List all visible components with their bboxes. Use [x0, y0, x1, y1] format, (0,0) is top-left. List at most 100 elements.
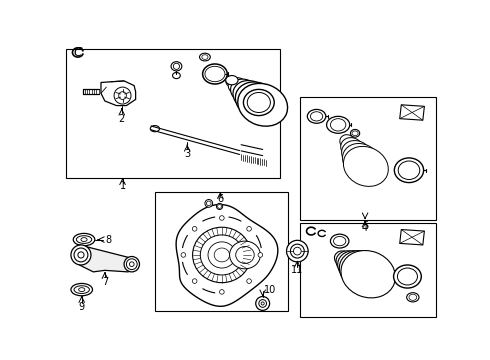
Circle shape [181, 253, 186, 257]
Text: 4: 4 [362, 223, 368, 233]
Ellipse shape [208, 242, 236, 268]
Circle shape [220, 289, 224, 294]
Ellipse shape [335, 251, 353, 267]
Circle shape [261, 302, 264, 305]
Ellipse shape [200, 235, 244, 275]
Ellipse shape [330, 234, 349, 248]
Text: 3: 3 [184, 149, 190, 159]
Ellipse shape [150, 126, 160, 132]
Text: 6: 6 [217, 194, 223, 204]
Circle shape [193, 279, 197, 283]
Text: 5: 5 [362, 221, 368, 231]
Text: 11: 11 [291, 265, 303, 275]
Circle shape [129, 262, 134, 266]
Ellipse shape [394, 158, 423, 183]
Ellipse shape [76, 236, 92, 243]
Circle shape [114, 87, 131, 104]
Ellipse shape [343, 147, 388, 186]
Polygon shape [76, 245, 138, 272]
Bar [300, 97, 436, 220]
Ellipse shape [229, 241, 260, 269]
Ellipse shape [334, 237, 346, 246]
Ellipse shape [73, 233, 95, 246]
Ellipse shape [409, 294, 416, 300]
Circle shape [71, 245, 91, 265]
Circle shape [256, 297, 270, 310]
Ellipse shape [338, 251, 374, 282]
Text: 2: 2 [119, 114, 125, 123]
Ellipse shape [341, 138, 363, 158]
Ellipse shape [326, 116, 350, 133]
Circle shape [259, 300, 267, 307]
Text: 9: 9 [79, 302, 85, 312]
Ellipse shape [339, 251, 385, 290]
Polygon shape [400, 230, 424, 245]
Ellipse shape [228, 78, 248, 95]
Ellipse shape [71, 283, 93, 296]
Ellipse shape [74, 286, 89, 293]
Circle shape [119, 92, 126, 99]
Ellipse shape [311, 112, 323, 121]
Circle shape [294, 247, 301, 255]
Circle shape [247, 226, 251, 231]
Circle shape [217, 203, 222, 210]
Ellipse shape [236, 247, 254, 264]
Ellipse shape [226, 76, 238, 87]
Circle shape [287, 240, 308, 262]
Text: 1: 1 [120, 181, 125, 192]
Ellipse shape [247, 93, 270, 112]
Ellipse shape [330, 119, 346, 131]
Bar [300, 222, 436, 316]
Ellipse shape [398, 161, 420, 180]
Text: C: C [74, 46, 82, 59]
Ellipse shape [171, 62, 182, 71]
Ellipse shape [203, 64, 227, 84]
Ellipse shape [231, 79, 258, 103]
Ellipse shape [393, 265, 421, 288]
Polygon shape [176, 204, 278, 306]
Ellipse shape [233, 81, 268, 111]
Text: 7: 7 [102, 277, 108, 287]
Ellipse shape [397, 268, 417, 285]
Ellipse shape [81, 238, 87, 242]
Circle shape [220, 216, 224, 220]
Circle shape [258, 253, 263, 257]
Circle shape [126, 259, 137, 270]
Text: 8: 8 [106, 235, 112, 244]
Ellipse shape [78, 288, 85, 292]
Ellipse shape [238, 84, 288, 126]
Circle shape [218, 204, 221, 208]
Ellipse shape [244, 89, 274, 116]
Ellipse shape [172, 72, 180, 78]
Ellipse shape [340, 135, 355, 149]
Ellipse shape [235, 82, 278, 118]
Ellipse shape [407, 293, 419, 302]
Text: 10: 10 [264, 285, 276, 294]
Ellipse shape [341, 251, 395, 298]
Ellipse shape [342, 140, 371, 168]
Circle shape [205, 199, 213, 207]
Ellipse shape [193, 227, 251, 283]
Bar [66, 49, 280, 178]
Ellipse shape [350, 130, 360, 137]
Ellipse shape [199, 53, 210, 61]
Circle shape [124, 256, 140, 272]
Ellipse shape [307, 109, 326, 123]
Bar [155, 192, 288, 311]
Circle shape [74, 248, 88, 262]
Ellipse shape [214, 248, 229, 262]
Ellipse shape [343, 144, 380, 177]
Ellipse shape [336, 251, 363, 274]
Ellipse shape [173, 63, 179, 69]
Circle shape [291, 244, 304, 258]
Polygon shape [400, 105, 424, 120]
Circle shape [247, 279, 251, 283]
Circle shape [193, 226, 197, 231]
Ellipse shape [205, 66, 225, 82]
Circle shape [78, 252, 84, 258]
Circle shape [206, 201, 211, 206]
Ellipse shape [226, 76, 238, 85]
Ellipse shape [202, 55, 208, 59]
Polygon shape [101, 81, 136, 105]
Ellipse shape [352, 131, 358, 136]
